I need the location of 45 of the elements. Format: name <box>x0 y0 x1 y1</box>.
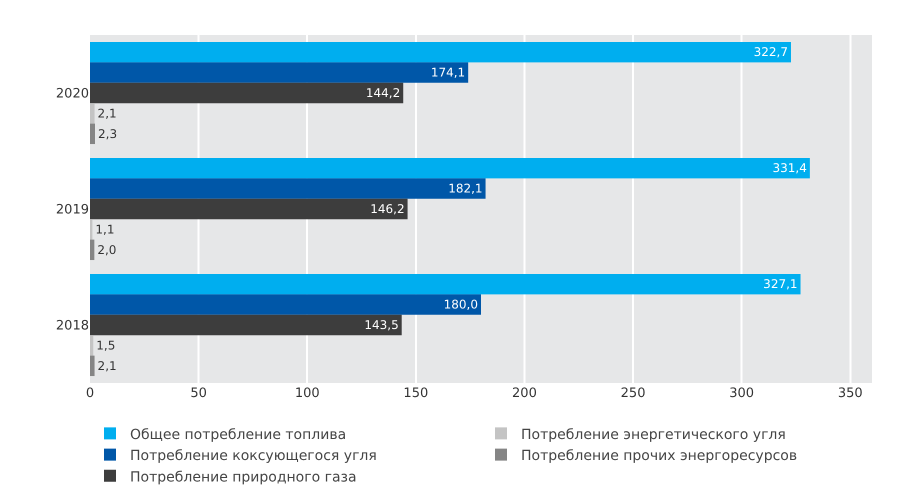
x-tick-label: 100 <box>294 386 320 401</box>
legend-label: Потребление природного газа <box>130 469 357 486</box>
data-label: 1,5 <box>96 338 116 352</box>
bar <box>90 62 468 83</box>
x-tick-label: 250 <box>620 386 646 401</box>
legend-label: Потребление энергетического угля <box>521 426 786 443</box>
data-label: 1,1 <box>95 222 114 236</box>
data-label: 2,3 <box>98 126 118 141</box>
data-label: 182,1 <box>448 182 483 196</box>
data-label: 2,0 <box>97 242 116 257</box>
y-tick-label: 2020 <box>56 86 89 102</box>
y-tick-label: 2019 <box>56 202 89 218</box>
x-tick-label: 50 <box>190 386 207 401</box>
data-label: 144,2 <box>366 86 400 100</box>
data-label: 180,0 <box>444 298 478 312</box>
bar <box>90 356 95 376</box>
y-tick-label: 2018 <box>56 318 89 334</box>
bar <box>90 103 95 124</box>
bar <box>90 42 791 62</box>
bar <box>90 198 408 220</box>
bar <box>90 240 94 260</box>
data-label: 2,1 <box>98 106 117 120</box>
bar <box>90 274 801 294</box>
x-tick-label: 200 <box>512 386 537 401</box>
bar <box>90 124 95 144</box>
bar <box>90 82 404 104</box>
data-label: 2,1 <box>98 358 117 373</box>
bar <box>90 314 402 336</box>
data-label: 174,1 <box>430 66 466 80</box>
data-label: 146,2 <box>370 202 405 216</box>
bar <box>90 158 810 178</box>
bar <box>90 294 481 315</box>
data-label: 331,4 <box>772 161 807 176</box>
data-label: 143,5 <box>364 318 399 332</box>
bar <box>90 178 486 199</box>
legend-label: Потребление прочих энергоресурсов <box>521 448 798 464</box>
legend-label: Потребление коксующегося угля <box>130 448 377 464</box>
x-tick-label: 350 <box>838 386 863 401</box>
bar <box>90 335 94 356</box>
x-tick-label: 0 <box>86 386 94 401</box>
data-label: 327,1 <box>763 277 798 292</box>
data-label: 322,7 <box>754 45 788 60</box>
x-tick-label: 300 <box>729 386 754 401</box>
x-tick-label: 150 <box>403 386 428 401</box>
legend-label: Общее потребление топлива <box>130 426 346 443</box>
